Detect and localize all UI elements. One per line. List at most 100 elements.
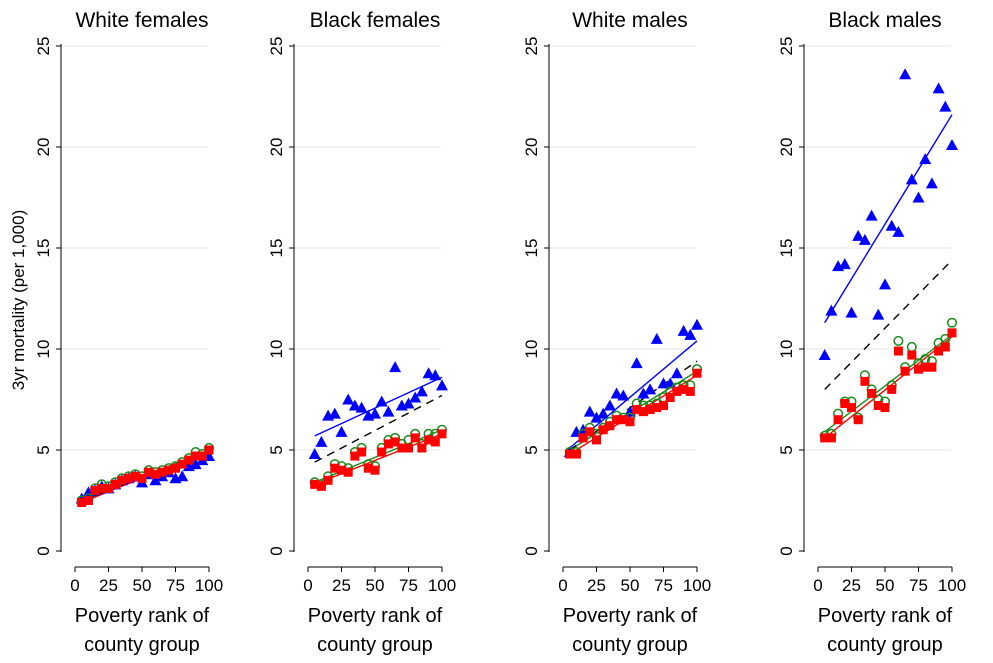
square-point <box>204 445 214 455</box>
y-tick-label: 25 <box>522 37 541 56</box>
triangle-point <box>176 470 189 482</box>
square-point <box>323 475 333 485</box>
square-point <box>83 496 93 505</box>
square-point <box>404 443 413 453</box>
square-point <box>833 415 843 425</box>
triangle-point <box>342 393 355 405</box>
y-tick-label: 10 <box>267 340 286 359</box>
y-tick-label: 0 <box>34 546 53 555</box>
triangle-point <box>677 324 690 336</box>
triangle-point <box>308 448 321 460</box>
y-tick-label: 10 <box>522 340 541 359</box>
y-tick-label: 15 <box>777 239 796 258</box>
triangle-point <box>905 173 918 185</box>
square-point <box>390 437 400 447</box>
y-tick-label: 25 <box>34 37 53 56</box>
y-tick-label: 20 <box>522 138 541 157</box>
square-fit-line <box>314 433 443 485</box>
x-axis-title: Poverty rank of <box>818 605 953 627</box>
square-point <box>310 479 320 489</box>
y-axis-title: 3yr mortality (per 1,000) <box>9 210 28 390</box>
square-point <box>410 433 420 443</box>
x-tick-label: 0 <box>70 576 79 595</box>
x-tick-label: 75 <box>654 576 673 595</box>
square-point <box>860 376 870 386</box>
y-tick-label: 15 <box>267 239 286 258</box>
x-tick-label: 50 <box>876 576 895 595</box>
square-point <box>357 447 367 457</box>
triangle-point <box>879 278 891 290</box>
triangle-fit-line <box>824 114 953 324</box>
y-tick-label: 0 <box>777 546 796 555</box>
triangle-point <box>644 383 657 395</box>
y-tick-label: 15 <box>522 239 541 258</box>
square-point <box>571 449 581 459</box>
x-tick-label: 25 <box>587 576 606 595</box>
square-point <box>659 401 668 411</box>
triangle-point <box>925 177 938 189</box>
x-axis-title: county group <box>84 634 200 656</box>
triangle-point <box>892 225 905 237</box>
square-point <box>638 407 648 417</box>
square-point <box>927 362 937 372</box>
square-point <box>157 467 167 477</box>
square-point <box>618 415 628 425</box>
triangle-point <box>684 328 697 340</box>
square-point <box>104 483 113 493</box>
square-point <box>625 417 635 427</box>
y-tick-label: 5 <box>522 445 541 454</box>
square-point <box>947 328 957 338</box>
y-tick-label: 5 <box>34 445 53 454</box>
triangle-point <box>946 138 958 150</box>
square-point <box>77 498 87 508</box>
circle-point <box>906 341 917 353</box>
triangle-point <box>355 401 368 413</box>
triangle-point <box>610 387 623 399</box>
triangle-point <box>335 425 348 437</box>
square-point <box>847 403 856 413</box>
triangle-point <box>939 100 952 112</box>
x-tick-label: 75 <box>166 576 185 595</box>
triangle-point <box>630 357 643 369</box>
x-tick-label: 100 <box>195 576 223 595</box>
x-tick-label: 25 <box>842 576 861 595</box>
y-tick-label: 20 <box>777 138 796 157</box>
square-point <box>316 481 326 491</box>
triangle-point <box>838 258 851 270</box>
circle-point <box>946 317 958 328</box>
x-tick-label: 25 <box>99 576 118 595</box>
triangle-point <box>415 385 428 397</box>
square-point <box>873 401 883 411</box>
panel-title: White males <box>572 9 688 32</box>
triangle-point <box>865 209 878 221</box>
x-tick-label: 25 <box>332 576 351 595</box>
triangle-point <box>597 407 610 419</box>
square-point <box>826 433 836 443</box>
square-point <box>417 443 427 453</box>
square-point <box>679 384 689 394</box>
square-point <box>97 483 107 493</box>
dashed-fit-line <box>824 259 953 390</box>
triangle-fit-line <box>314 376 443 437</box>
triangle-point <box>429 369 442 381</box>
triangle-point <box>590 411 603 423</box>
x-tick-label: 75 <box>399 576 418 595</box>
x-tick-label: 100 <box>683 576 711 595</box>
triangle-point <box>650 332 663 344</box>
x-axis-title: Poverty rank of <box>75 605 210 627</box>
square-point <box>632 405 642 415</box>
triangle-point <box>899 68 912 80</box>
square-point <box>907 350 917 360</box>
square-point <box>685 386 695 396</box>
square-point <box>887 384 897 394</box>
square-point <box>665 392 675 402</box>
y-tick-label: 20 <box>267 138 286 157</box>
triangle-point <box>932 82 945 94</box>
x-axis-title: county group <box>827 634 943 656</box>
square-point <box>893 346 903 356</box>
square-point <box>645 405 655 415</box>
triangle-point <box>691 318 703 330</box>
square-point <box>330 463 340 473</box>
square-point <box>363 463 373 473</box>
